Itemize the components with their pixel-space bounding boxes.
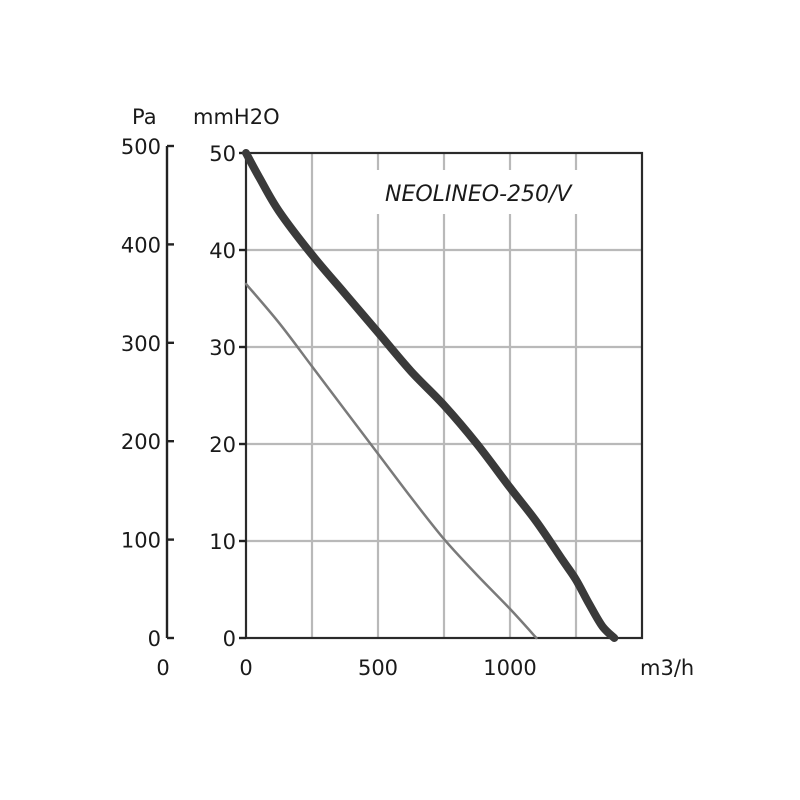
mmh2o-tick-label: 50: [209, 142, 236, 166]
mmh2o-tick-label: 40: [209, 239, 236, 263]
mmh2o-axis: 0 10 20 30 40 50: [209, 142, 246, 651]
mmh2o-tick-label: 30: [209, 336, 236, 360]
x-tick-label: 1000: [483, 656, 536, 680]
chart-title: NEOLINEO-250/V: [385, 182, 573, 207]
mmh2o-tick-label: 20: [209, 433, 236, 457]
pa-tick-label: 300: [121, 332, 161, 356]
pa-origin-label: 0: [156, 656, 169, 680]
mmh2o-axis-label: mmH2O: [193, 105, 280, 129]
pa-tick-label: 500: [121, 135, 161, 159]
series-layer: [242, 149, 619, 642]
pa-tick-label: 0: [148, 627, 161, 651]
curve-high-speed: [242, 149, 619, 642]
x-tick-label: 500: [358, 656, 398, 680]
mmh2o-tick-label: 10: [209, 530, 236, 554]
x-axis-label: m3/h: [640, 656, 694, 680]
grid-lines: [246, 153, 642, 638]
x-tick-label: 0: [239, 656, 252, 680]
title-background: [376, 170, 612, 214]
x-axis: 0 500 1000: [239, 656, 536, 680]
pa-axis-label: Pa: [132, 105, 157, 129]
plot-frame: [244, 151, 644, 640]
pa-tick-label: 400: [121, 233, 161, 257]
mmh2o-tick-label: 0: [223, 627, 236, 651]
curve-low-speed: [244, 282, 538, 640]
pa-tick-label: 100: [121, 529, 161, 553]
pa-axis: 0 100 200 300 400 500: [121, 135, 174, 651]
pa-tick-label: 200: [121, 430, 161, 454]
